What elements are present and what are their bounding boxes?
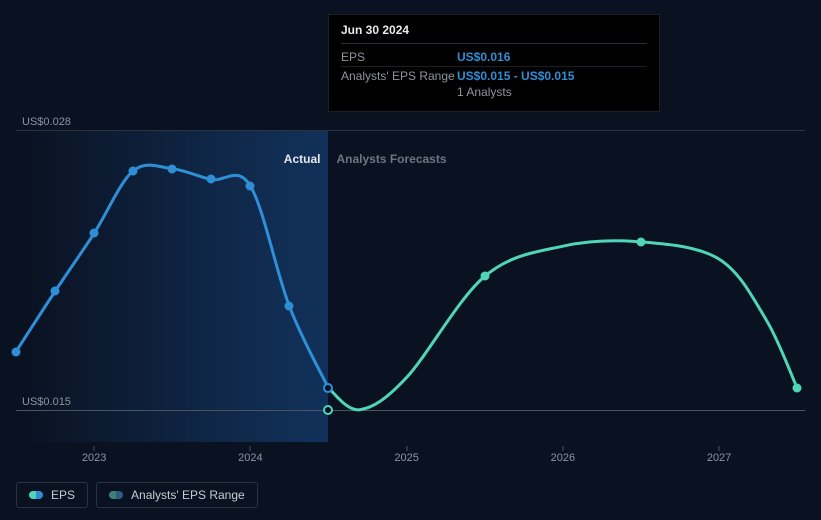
data-point[interactable] bbox=[793, 384, 802, 393]
series-line-eps_actual bbox=[16, 165, 328, 388]
legend: EPS Analysts' EPS Range bbox=[16, 482, 258, 508]
data-point[interactable] bbox=[129, 166, 138, 175]
y-axis-label: US$0.028 bbox=[22, 116, 71, 130]
eps-chart: US$0.028US$0.015 ActualAnalysts Forecast… bbox=[0, 0, 821, 520]
data-point[interactable] bbox=[480, 272, 489, 281]
data-point[interactable] bbox=[285, 302, 294, 311]
x-tick bbox=[250, 446, 251, 451]
data-point[interactable] bbox=[90, 229, 99, 238]
data-point[interactable] bbox=[636, 237, 645, 246]
x-axis-label: 2024 bbox=[238, 452, 262, 464]
x-tick bbox=[719, 446, 720, 451]
data-point[interactable] bbox=[51, 287, 60, 296]
tooltip-row-label: Analysts' EPS Range bbox=[341, 69, 457, 83]
legend-label: EPS bbox=[51, 488, 75, 502]
x-tick bbox=[406, 446, 407, 451]
legend-item-eps[interactable]: EPS bbox=[16, 482, 88, 508]
x-axis-label: 2027 bbox=[707, 452, 731, 464]
tooltip-row: EPSUS$0.016 bbox=[341, 48, 647, 67]
legend-item-range[interactable]: Analysts' EPS Range bbox=[96, 482, 258, 508]
tooltip-date: Jun 30 2024 bbox=[341, 23, 647, 44]
data-point[interactable] bbox=[246, 181, 255, 190]
data-point[interactable] bbox=[168, 164, 177, 173]
x-tick bbox=[94, 446, 95, 451]
tooltip-row-label: EPS bbox=[341, 50, 457, 64]
tooltip-row: Analysts' EPS RangeUS$0.015 - US$0.0151 … bbox=[341, 67, 647, 101]
chart-tooltip: Jun 30 2024 EPSUS$0.016Analysts' EPS Ran… bbox=[328, 14, 660, 112]
chart-lines bbox=[16, 130, 805, 442]
x-axis: 2023 2024 2025 2026 2027 bbox=[16, 446, 805, 470]
data-point[interactable] bbox=[207, 175, 216, 184]
x-tick bbox=[562, 446, 563, 451]
hover-range-marker bbox=[323, 405, 333, 415]
legend-swatch bbox=[29, 491, 43, 499]
tooltip-row-value: US$0.015 - US$0.015 bbox=[457, 69, 574, 83]
tooltip-row-value: US$0.016 bbox=[457, 50, 510, 64]
legend-swatch bbox=[109, 491, 123, 499]
tooltip-row-sub: 1 Analysts bbox=[457, 83, 574, 99]
data-point[interactable] bbox=[12, 347, 21, 356]
hover-eps-marker bbox=[323, 383, 333, 393]
series-line-eps_forecast bbox=[328, 241, 797, 410]
legend-label: Analysts' EPS Range bbox=[131, 488, 245, 502]
x-axis-label: 2026 bbox=[551, 452, 575, 464]
plot-area[interactable]: US$0.028US$0.015 ActualAnalysts Forecast… bbox=[16, 130, 805, 442]
x-axis-label: 2025 bbox=[394, 452, 418, 464]
x-axis-label: 2023 bbox=[82, 452, 106, 464]
